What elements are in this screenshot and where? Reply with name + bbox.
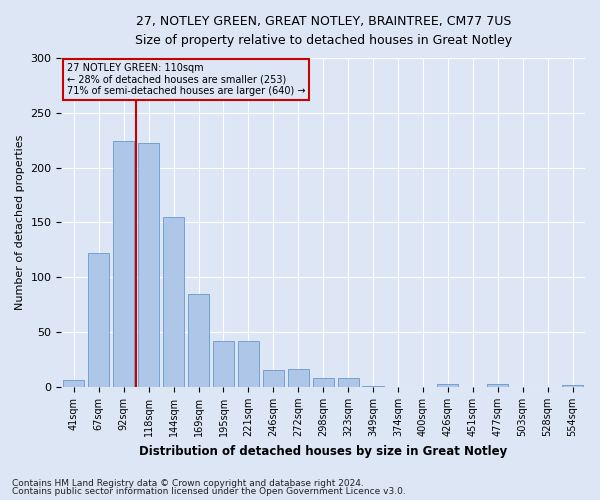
Bar [188, 294, 209, 387]
Bar [562, 385, 583, 387]
Bar [437, 384, 458, 387]
Text: Contains public sector information licensed under the Open Government Licence v3: Contains public sector information licen… [12, 487, 406, 496]
Text: Contains HM Land Registry data © Crown copyright and database right 2024.: Contains HM Land Registry data © Crown c… [12, 478, 364, 488]
Bar [213, 341, 234, 387]
Bar [287, 370, 309, 387]
Bar [63, 380, 85, 387]
Title: 27, NOTLEY GREEN, GREAT NOTLEY, BRAINTREE, CM77 7US
Size of property relative to: 27, NOTLEY GREEN, GREAT NOTLEY, BRAINTRE… [134, 15, 512, 47]
Bar [263, 370, 284, 387]
Bar [113, 141, 134, 387]
Bar [487, 384, 508, 387]
Y-axis label: Number of detached properties: Number of detached properties [15, 134, 25, 310]
X-axis label: Distribution of detached houses by size in Great Notley: Distribution of detached houses by size … [139, 444, 508, 458]
Bar [163, 217, 184, 387]
Bar [313, 378, 334, 387]
Bar [88, 253, 109, 387]
Bar [238, 341, 259, 387]
Bar [338, 378, 359, 387]
Bar [138, 144, 159, 387]
Bar [362, 386, 383, 387]
Text: 27 NOTLEY GREEN: 110sqm
← 28% of detached houses are smaller (253)
71% of semi-d: 27 NOTLEY GREEN: 110sqm ← 28% of detache… [67, 63, 305, 96]
